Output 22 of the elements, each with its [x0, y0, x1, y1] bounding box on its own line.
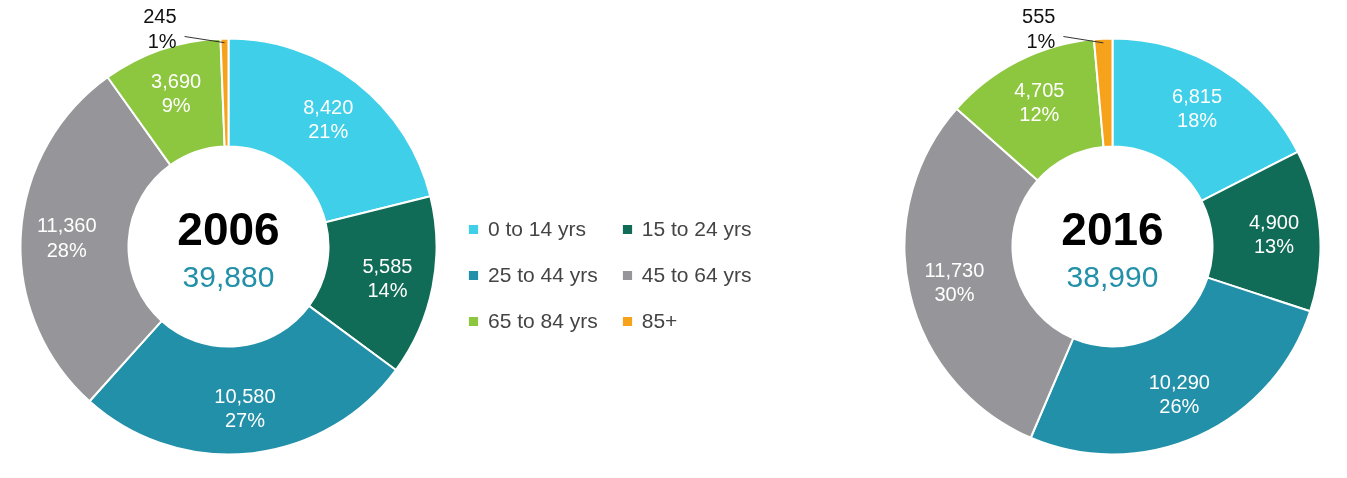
text: 38,990 [1066, 259, 1159, 293]
data-label: 4,900 13% [1248, 210, 1300, 257]
text: 39,880 [182, 259, 275, 293]
data-label: 6,815 18% [1172, 85, 1223, 132]
data-label: 245 1% [143, 5, 177, 52]
data-label: 4,705 12% [1014, 78, 1065, 126]
legend-label: 0 to 14 yrs [488, 217, 587, 241]
text: 2016 [1061, 202, 1164, 255]
data-label: 5,585 14% [362, 254, 413, 302]
data-label: 11,730 30% [924, 259, 985, 306]
data-label: 3,690 9% [151, 70, 202, 117]
data-label: 10,580 27% [214, 384, 276, 431]
data-label: 8,420 21% [303, 95, 354, 142]
legend-label: 45 to 64 yrs [641, 263, 752, 287]
data-label: 10,290 26% [1148, 370, 1210, 418]
legend-label: 25 to 44 yrs [488, 263, 598, 287]
legend-label: 65 to 84 yrs [488, 309, 598, 333]
data-label: 555 1% [1022, 5, 1056, 52]
legend-label: 15 to 24 yrs [641, 217, 752, 241]
legend-label: 85+ [641, 309, 678, 333]
text: 2006 [177, 202, 280, 255]
data-label: 11,360 28% [36, 214, 97, 261]
